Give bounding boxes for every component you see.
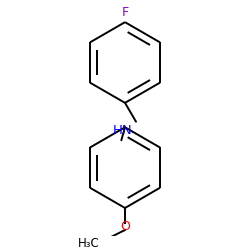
Text: F: F [122,6,128,19]
Text: O: O [120,220,130,233]
Text: H₃C: H₃C [78,237,99,250]
Text: HN: HN [113,124,132,138]
